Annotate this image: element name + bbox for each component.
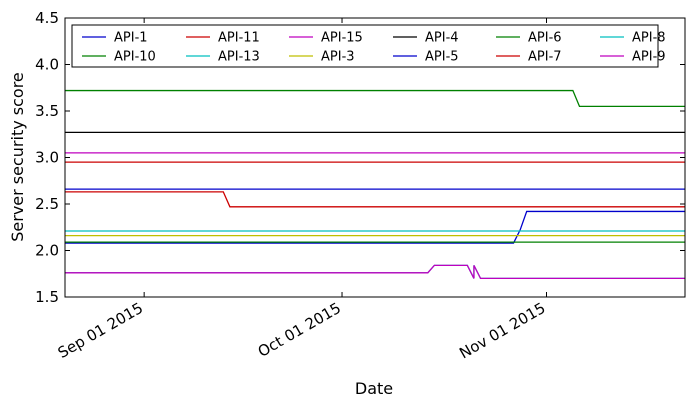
legend-entry-api-8: API-8 bbox=[600, 31, 666, 46]
legend-entry-api-1: API-1 bbox=[82, 31, 148, 46]
y-tick-label: 4.5 bbox=[35, 9, 59, 27]
y-tick-label: 3.5 bbox=[35, 102, 59, 120]
legend-items: API-1 API-10 API-11 API-13 API-15 API-3 API-4 A… bbox=[82, 31, 666, 65]
y-tick-label: 2.5 bbox=[35, 195, 59, 213]
legend-label: API-13 bbox=[218, 50, 260, 65]
legend-label: API-5 bbox=[425, 50, 459, 65]
legend-label: API-6 bbox=[528, 31, 562, 46]
legend-label: API-11 bbox=[218, 31, 260, 46]
y-tick-label: 3.0 bbox=[35, 149, 59, 167]
series-line-api-11 bbox=[65, 191, 685, 208]
legend-label: API-9 bbox=[632, 50, 666, 65]
legend-entry-api-15: API-15 bbox=[289, 31, 363, 46]
legend: API-1 API-10 API-11 API-13 API-15 API-3 API-4 A… bbox=[71, 24, 666, 68]
legend-entry-api-4: API-4 bbox=[393, 31, 459, 46]
legend-label: API-15 bbox=[321, 31, 363, 46]
legend-entry-api-11: API-11 bbox=[186, 31, 260, 46]
y-tick-label: 1.5 bbox=[35, 288, 59, 306]
series-line-api-1 bbox=[65, 210, 685, 244]
series-layer bbox=[65, 89, 685, 280]
legend-entry-api-3: API-3 bbox=[289, 50, 355, 65]
legend-label: API-8 bbox=[632, 31, 666, 46]
legend-label: API-3 bbox=[321, 50, 355, 65]
series-line-api-10 bbox=[65, 89, 685, 107]
legend-box bbox=[71, 24, 659, 68]
legend-entry-api-7: API-7 bbox=[496, 50, 562, 65]
legend-label: API-10 bbox=[114, 50, 156, 65]
legend-entry-api-10: API-10 bbox=[82, 50, 156, 65]
x-axis-title: Date bbox=[355, 379, 393, 398]
legend-label: API-7 bbox=[528, 50, 562, 65]
legend-entry-api-13: API-13 bbox=[186, 50, 260, 65]
legend-entry-api-9: API-9 bbox=[600, 50, 666, 65]
y-axis-title: Server security score bbox=[8, 72, 27, 242]
y-axis: 1.5 2.0 2.5 3.0 3.5 4.0 4.5 bbox=[35, 9, 685, 306]
series-line-api-9 bbox=[65, 264, 685, 280]
y-tick-label: 2.0 bbox=[35, 242, 59, 260]
legend-label: API-1 bbox=[114, 31, 148, 46]
legend-label: API-4 bbox=[425, 31, 459, 46]
legend-entry-api-6: API-6 bbox=[496, 31, 562, 46]
legend-entry-api-5: API-5 bbox=[393, 50, 459, 65]
y-tick-label: 4.0 bbox=[35, 56, 59, 74]
